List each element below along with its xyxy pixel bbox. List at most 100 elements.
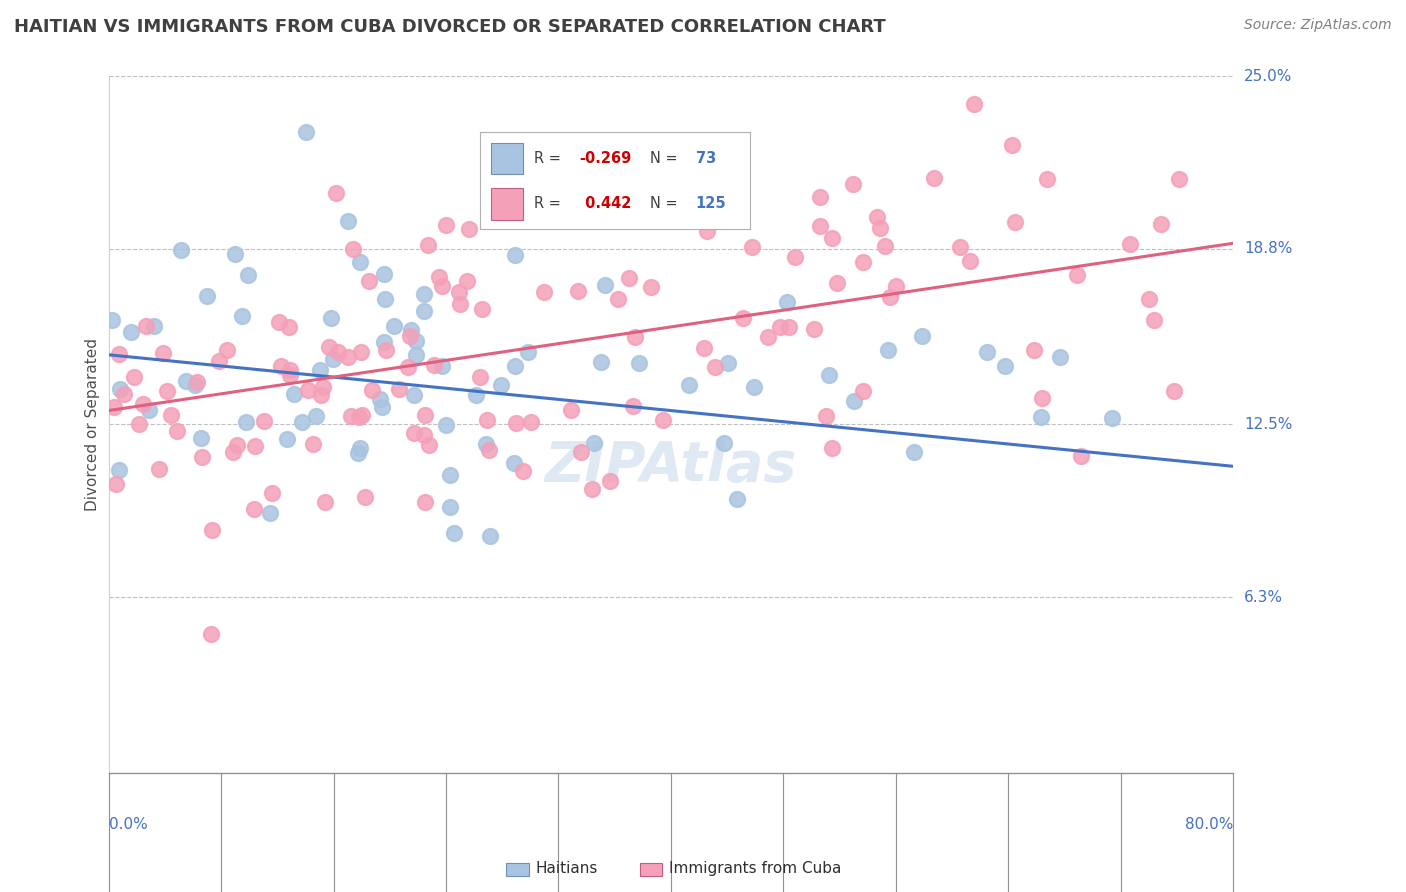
Point: [418, 438, 440, 452]
Point: [471, 301, 494, 316]
Point: [413, 495, 436, 509]
Point: [291, 415, 314, 429]
Point: [413, 287, 436, 301]
Point: [347, 446, 370, 460]
Point: [201, 523, 224, 537]
Point: [260, 486, 283, 500]
Point: [443, 525, 465, 540]
Point: [170, 244, 193, 258]
Point: [243, 439, 266, 453]
Point: [1168, 171, 1191, 186]
Point: [1022, 343, 1045, 357]
Text: 12.5%: 12.5%: [1244, 417, 1292, 432]
Point: [567, 284, 589, 298]
Point: [276, 432, 298, 446]
Point: [166, 424, 188, 438]
Point: [717, 357, 740, 371]
Point: [122, 370, 145, 384]
Point: [456, 274, 478, 288]
Point: [1029, 409, 1052, 424]
Point: [465, 388, 488, 402]
Point: [769, 320, 792, 334]
Point: [354, 490, 377, 504]
Point: [475, 437, 498, 451]
Point: [449, 297, 471, 311]
Point: [160, 409, 183, 423]
Point: [852, 254, 875, 268]
Point: [852, 384, 875, 399]
Point: [405, 334, 427, 348]
Point: [1004, 215, 1026, 229]
Point: [589, 355, 612, 369]
Point: [725, 492, 748, 507]
Point: [413, 428, 436, 442]
Point: [516, 345, 538, 359]
Point: [225, 438, 247, 452]
Point: [342, 243, 364, 257]
Point: [128, 417, 150, 431]
Point: [877, 343, 900, 358]
Point: [108, 463, 131, 477]
Point: [803, 322, 825, 336]
Point: [297, 383, 319, 397]
Point: [222, 445, 245, 459]
Point: [503, 456, 526, 470]
Point: [283, 387, 305, 401]
Point: [156, 384, 179, 398]
Point: [599, 474, 621, 488]
Point: [439, 500, 461, 515]
Point: [818, 368, 841, 383]
Point: [337, 350, 360, 364]
Point: [628, 355, 651, 369]
Point: [808, 190, 831, 204]
Point: [439, 468, 461, 483]
Point: [311, 388, 333, 402]
Point: [489, 378, 512, 392]
Point: [314, 494, 336, 508]
Point: [434, 417, 457, 432]
Point: [259, 507, 281, 521]
Text: Haitians: Haitians: [536, 862, 598, 876]
Point: [235, 415, 257, 429]
Point: [842, 177, 865, 191]
Point: [606, 292, 628, 306]
Point: [512, 464, 534, 478]
Text: 6.3%: 6.3%: [1244, 590, 1284, 605]
Point: [398, 328, 420, 343]
Point: [349, 344, 371, 359]
Point: [190, 450, 212, 464]
Point: [821, 231, 844, 245]
Point: [138, 403, 160, 417]
Point: [1070, 449, 1092, 463]
Point: [434, 219, 457, 233]
Point: [325, 186, 347, 201]
Point: [373, 267, 395, 281]
Point: [373, 334, 395, 349]
Text: HAITIAN VS IMMIGRANTS FROM CUBA DIVORCED OR SEPARATED CORRELATION CHART: HAITIAN VS IMMIGRANTS FROM CUBA DIVORCED…: [14, 18, 886, 36]
Point: [430, 359, 453, 374]
Text: Immigrants from Cuba: Immigrants from Cuba: [669, 862, 842, 876]
Point: [142, 319, 165, 334]
Point: [470, 369, 492, 384]
Point: [808, 219, 831, 233]
Point: [994, 359, 1017, 373]
Point: [405, 348, 427, 362]
Point: [869, 221, 891, 235]
Point: [744, 380, 766, 394]
Point: [505, 248, 527, 262]
Point: [278, 368, 301, 382]
Point: [302, 436, 325, 450]
Point: [308, 363, 330, 377]
Point: [623, 330, 645, 344]
Text: 25.0%: 25.0%: [1244, 69, 1292, 84]
Point: [1139, 293, 1161, 307]
Point: [519, 416, 541, 430]
Point: [429, 270, 451, 285]
Point: [595, 278, 617, 293]
Point: [269, 315, 291, 329]
Point: [693, 342, 716, 356]
Point: [884, 279, 907, 293]
Point: [903, 445, 925, 459]
Point: [477, 413, 499, 427]
Point: [374, 293, 396, 307]
